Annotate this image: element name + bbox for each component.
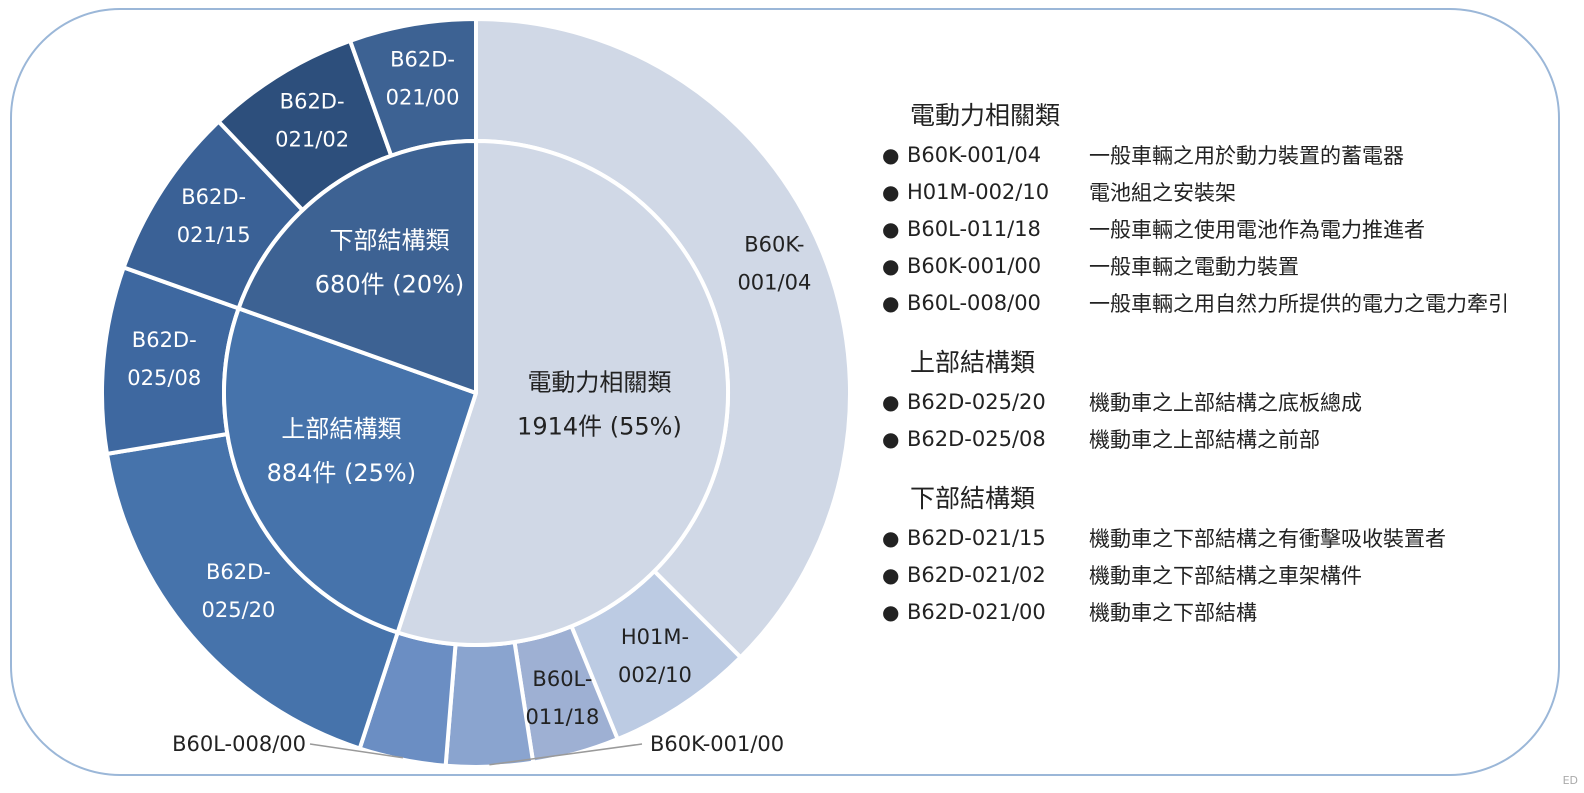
outer-label-b62d-021-00: B62D-021/00 [386, 48, 460, 110]
outer-label-b60k-001-00: B60K-001/00 [650, 732, 784, 756]
inner-label: 下部結構類 680件 (20%) [315, 226, 465, 298]
legend-item: ● B62D-021/02 機動車之下部結構之車架構件 [882, 562, 1362, 588]
legend-item: ● B60L-011/18 一般車輛之使用電池作為電力推進者 [882, 216, 1425, 242]
leader-line-b60l-008-00 [309, 743, 404, 759]
legend-item: ● B62D-025/20 機動車之上部結構之底板總成 [882, 389, 1362, 415]
bullet-icon: ● [882, 389, 900, 414]
outer-ring [100, 17, 852, 769]
bullet-icon: ● [882, 179, 900, 204]
inner-slice-0 [395, 139, 730, 647]
legend-group-title: 上部結構類 [910, 348, 1036, 377]
legend-item: ● H01M-002/10 電池組之安裝架 [882, 179, 1236, 205]
rounded-frame [10, 8, 1560, 776]
inner-slice-1 [222, 306, 478, 635]
bullet-icon: ● [882, 142, 900, 167]
bullet-icon: ● [882, 525, 900, 550]
outer-label-b60l-008-00: B60L-008/00 [172, 732, 306, 756]
legend-item: ● B60L-008/00 一般車輛之用自然力所提供的電力之電力牽引 [882, 290, 1509, 316]
outer-label-h01m-002-10: H01M-002/10 [618, 625, 692, 687]
bullet-icon: ● [882, 426, 900, 451]
legend-item: ● B62D-021/00 機動車之下部結構 [882, 599, 1257, 625]
outer-label-b60l-011-18: B60L-011/18 [526, 667, 600, 729]
inner-slice-2 [236, 139, 478, 395]
inner-label: 上部結構類 884件 (25%) [267, 415, 417, 487]
outer-label-b62d-021-15: B62D-021/15 [177, 185, 251, 247]
outer-label-b62d-021-02: B62D-021/02 [275, 89, 349, 151]
legend-group-lower: 下部結構類 ● B62D-021/15 機動車之下部結構之有衝擊吸收裝置者 ● B62… [882, 479, 1572, 630]
outer-label-b62d-025-08: B62D-025/08 [127, 328, 201, 390]
bullet-icon: ● [882, 216, 900, 241]
legend-item: ● B62D-021/15 機動車之下部結構之有衝擊吸收裝置者 [882, 525, 1446, 551]
bullet-icon: ● [882, 253, 900, 278]
legend-item: ● B60K-001/00 一般車輛之電動力裝置 [882, 253, 1299, 279]
outer-label-b62d-025-20: B62D-025/20 [201, 560, 275, 622]
bullet-icon: ● [882, 290, 900, 315]
legend-group-title: 電動力相關類 [910, 101, 1061, 130]
legend-group-electric: 電動力相關類 ● B60K-001/04 一般車輛之用於動力裝置的蓄電器 ● H01M… [882, 96, 1572, 321]
bullet-icon: ● [882, 562, 900, 587]
legend-item: ● B62D-025/08 機動車之上部結構之前部 [882, 426, 1320, 452]
outer-label-b60k-001-04: B60K-001/04 [737, 232, 811, 294]
leader-line-b60k-001-00 [489, 743, 643, 766]
legend-group-upper: 上部結構類 ● B62D-025/20 機動車之上部結構之底板總成 ● B62D-02… [882, 343, 1572, 457]
chart-labels: B60K-001/04 H01M-002/10 B60L-011/18 B60K-00… [127, 48, 811, 766]
inner-pie [222, 139, 730, 647]
corner-mark: ED [1562, 774, 1578, 787]
legend-group-title: 下部結構類 [910, 484, 1036, 513]
legend-item: ● B60K-001/04 一般車輛之用於動力裝置的蓄電器 [882, 142, 1404, 168]
inner-label: 電動力相關類 1914件 (55%) [517, 369, 682, 441]
legend: 電動力相關類 ● B60K-001/04 一般車輛之用於動力裝置的蓄電器 ● H01M… [882, 96, 1572, 652]
bullet-icon: ● [882, 599, 900, 624]
